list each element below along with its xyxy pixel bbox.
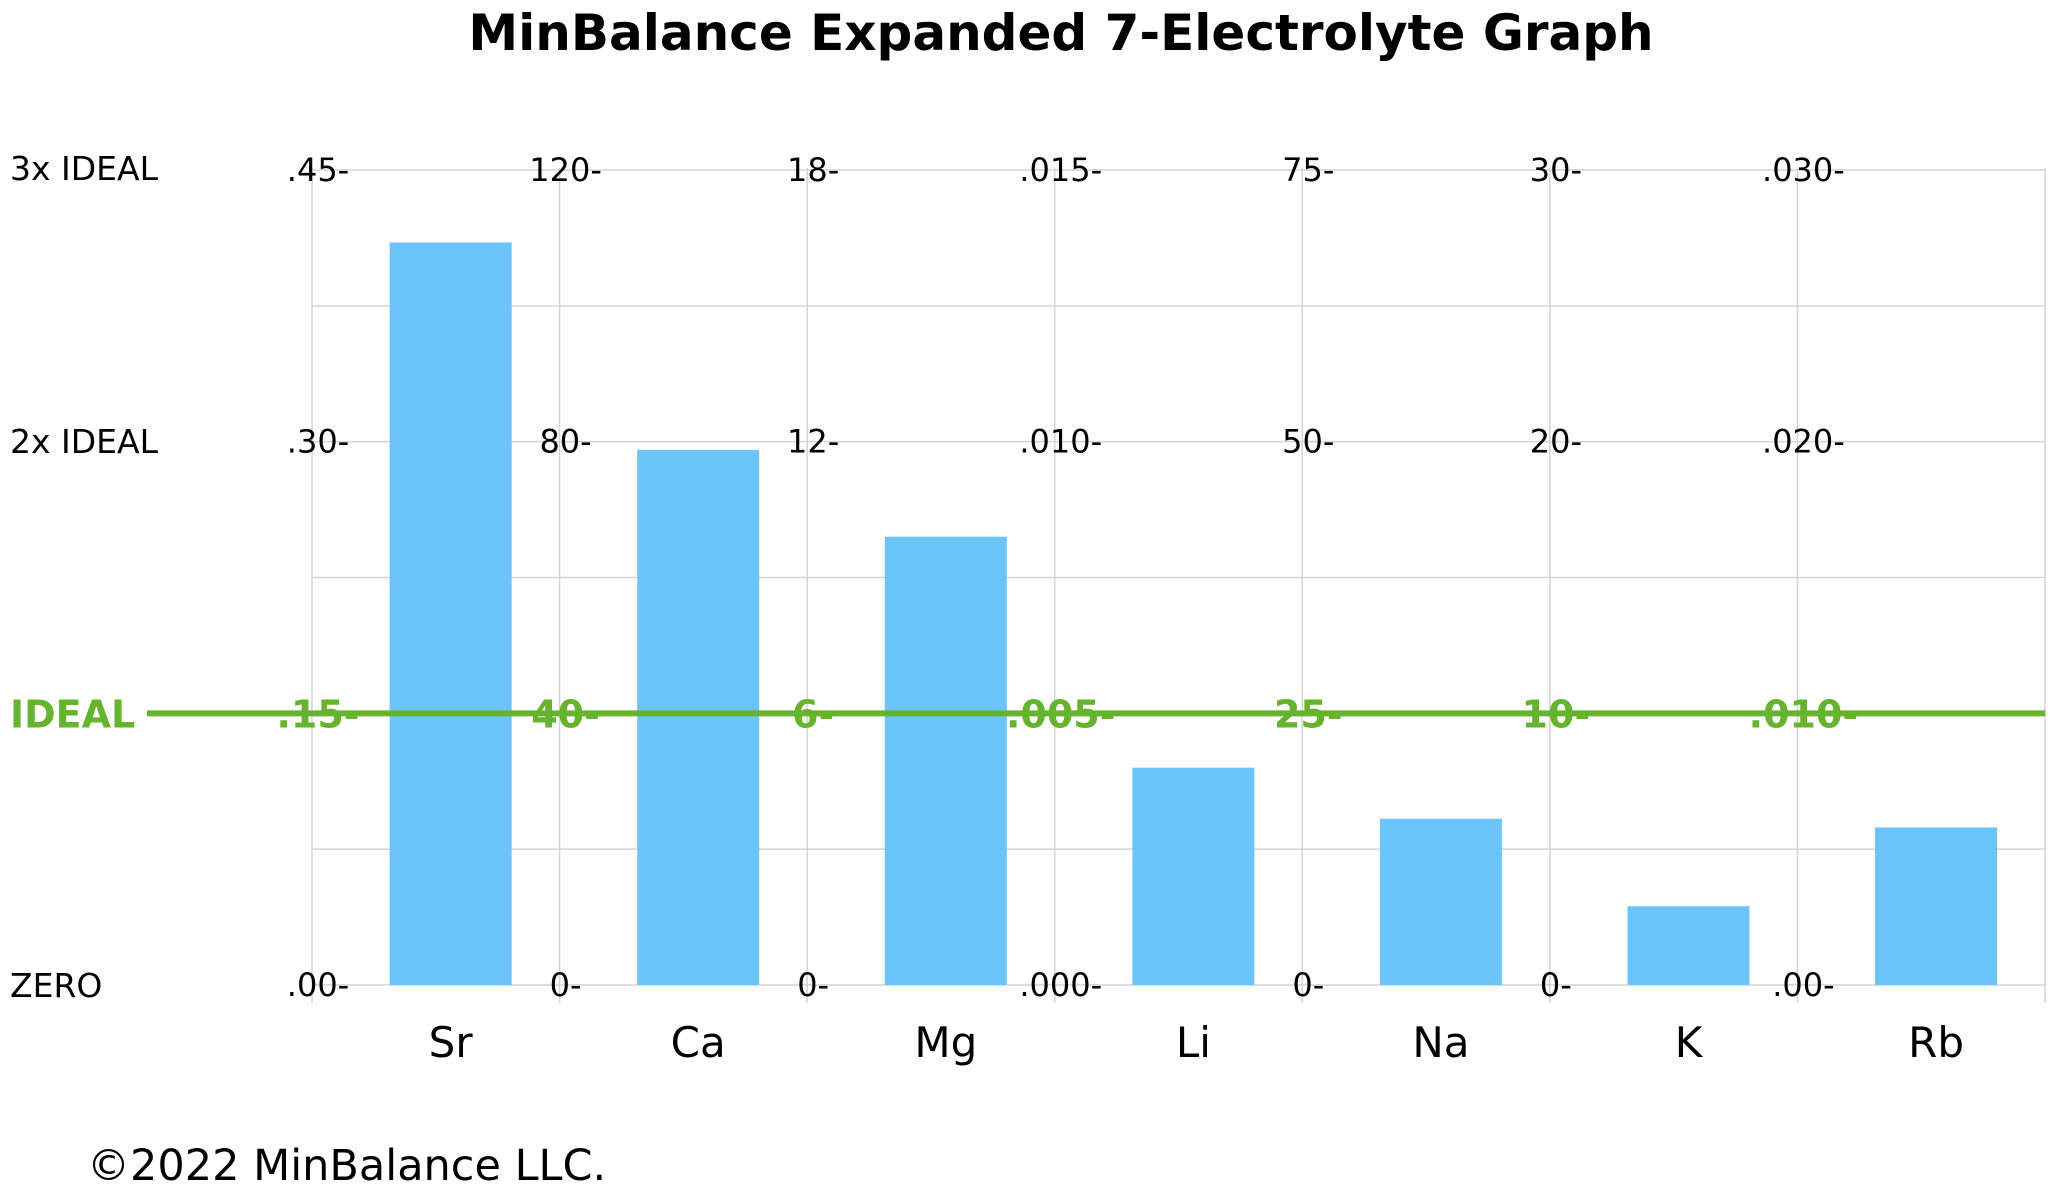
category-label-ca: Ca [671, 1018, 726, 1067]
tick-label-li-1: .005- [1006, 692, 1116, 736]
tick-label-li-2: .010- [1019, 423, 1102, 461]
category-label-na: Na [1412, 1018, 1469, 1067]
category-label-sr: Sr [429, 1018, 474, 1067]
bar-k [1627, 906, 1750, 985]
row-label-zero: ZERO [10, 966, 102, 1005]
tick-label-rb-3: .030- [1762, 151, 1845, 189]
tick-label-li-0: .000- [1019, 966, 1102, 1004]
tick-label-mg-1: 6- [792, 692, 834, 736]
bar-rb [1875, 827, 1998, 985]
tick-label-ca-1: 40- [531, 692, 600, 736]
bar-li [1132, 767, 1255, 985]
category-label-rb: Rb [1908, 1018, 1964, 1067]
category-labels: Sr Ca Mg Li Na K Rb [429, 1018, 1964, 1067]
category-label-mg: Mg [914, 1018, 977, 1067]
category-label-k: K [1675, 1018, 1704, 1067]
tick-label-rb-0: .00- [1772, 966, 1834, 1004]
tick-label-mg-2: 12- [787, 423, 839, 461]
bar-na [1379, 818, 1502, 985]
tick-label-sr-1: .15- [276, 692, 359, 736]
tick-label-rb-1: .010- [1749, 692, 1859, 736]
tick-label-mg-3: 18- [787, 151, 839, 189]
tick-label-k-3: 30- [1530, 151, 1582, 189]
tick-label-sr-3: .45- [287, 151, 349, 189]
tick-label-mg-0: 0- [797, 966, 829, 1004]
bars [389, 242, 1998, 986]
tick-label-k-2: 20- [1530, 423, 1582, 461]
tick-label-sr-0: .00- [287, 966, 349, 1004]
tick-label-na-3: 75- [1282, 151, 1334, 189]
tick-label-k-0: 0- [1540, 966, 1572, 1004]
copyright-text: ©2022 MinBalance LLC. [87, 1141, 606, 1185]
tick-label-sr-2: .30- [287, 423, 349, 461]
row-label-ideal: IDEAL [10, 692, 135, 736]
tick-label-ca-0: 0- [550, 966, 582, 1004]
row-label-2x-ideal: 2x IDEAL [10, 422, 159, 461]
tick-label-k-1: 10- [1522, 692, 1591, 736]
tick-label-li-3: .015- [1019, 151, 1102, 189]
tick-label-na-1: 25- [1274, 692, 1343, 736]
tick-label-ca-3: 120- [529, 151, 602, 189]
category-label-li: Li [1176, 1018, 1211, 1067]
chart-title: MinBalance Expanded 7-Electrolyte Graph [468, 4, 1653, 62]
tick-label-na-0: 0- [1292, 966, 1324, 1004]
row-label-3x-ideal: 3x IDEAL [10, 149, 159, 188]
tick-label-ca-2: 80- [539, 423, 591, 461]
tick-label-rb-2: .020- [1762, 423, 1845, 461]
tick-label-na-2: 50- [1282, 423, 1334, 461]
bar-ca [637, 449, 760, 986]
axis-tick-labels: .00- .30- .45- 0- 80- 120- 0- 12- 18- .000- .010-.… [287, 151, 1845, 1004]
ideal-line-group: .15- 40- 6- .005- 25- 10- .010- IDEAL [10, 692, 2045, 736]
bar-mg [884, 536, 1007, 985]
bar-sr [389, 242, 512, 985]
